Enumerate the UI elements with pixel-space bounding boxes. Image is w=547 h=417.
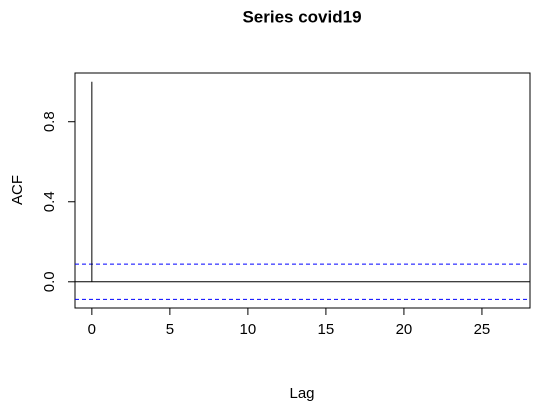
y-tick-label: 0.0 [41, 271, 58, 292]
plot-box [74, 72, 531, 309]
x-tick-label: 15 [318, 321, 335, 338]
y-tick-label: 0.8 [41, 111, 58, 132]
x-tick-label: 20 [396, 321, 413, 338]
x-tick-label: 10 [240, 321, 257, 338]
x-axis-label: Lag [289, 385, 314, 402]
chart-title: Series covid19 [242, 7, 361, 26]
x-tick-label: 5 [166, 321, 174, 338]
y-axis-label: ACF [9, 175, 26, 205]
y-tick-label: 0.4 [41, 191, 58, 212]
x-tick-label: 25 [474, 321, 491, 338]
x-tick-label: 0 [88, 321, 96, 338]
